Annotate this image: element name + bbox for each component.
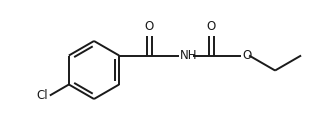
- Text: O: O: [242, 49, 251, 62]
- Text: Cl: Cl: [36, 89, 48, 102]
- Text: O: O: [145, 19, 154, 33]
- Text: NH: NH: [180, 49, 198, 62]
- Text: O: O: [207, 19, 216, 33]
